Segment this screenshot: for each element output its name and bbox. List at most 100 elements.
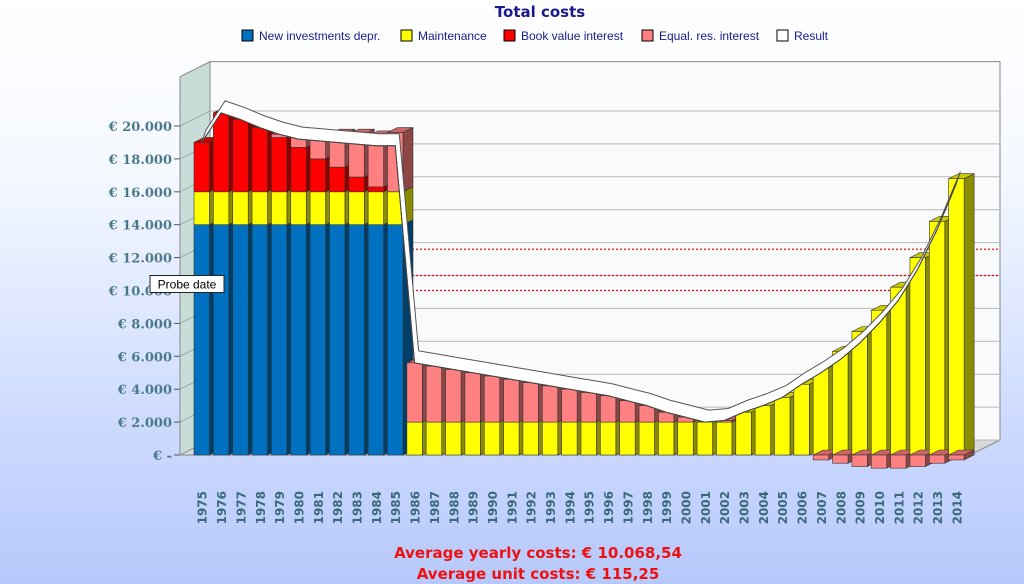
bar-segment-front xyxy=(387,224,404,456)
bar-segment-front xyxy=(329,191,346,226)
bar-segment-front xyxy=(793,383,810,456)
probe-date-label: Probe date xyxy=(149,275,225,293)
bar-segment-front xyxy=(309,191,326,226)
bar-segment-negative-front xyxy=(870,454,888,469)
bar-segment-front xyxy=(309,158,326,193)
average-yearly-costs: Average yearly costs: € 10.068,54 xyxy=(394,544,682,562)
bar-segment-front xyxy=(483,375,501,423)
bar-segment-front xyxy=(735,411,752,456)
bar-segment-front xyxy=(348,191,365,226)
bar-segment-front xyxy=(522,421,539,456)
bar-segment-front xyxy=(425,421,442,456)
x-tick-label: 2013 xyxy=(931,491,945,524)
x-tick-label: 1995 xyxy=(583,491,597,524)
bar-segment-front xyxy=(658,421,675,456)
bar-segment-front xyxy=(600,395,617,423)
bar-segment-front xyxy=(367,224,384,456)
bar-segment-front xyxy=(251,191,268,226)
bar-segment-front xyxy=(406,362,423,423)
y-tick-label: € - xyxy=(152,449,172,464)
bar-segment-front xyxy=(619,400,636,423)
bar-segment-front xyxy=(348,176,365,193)
bar-segment-front xyxy=(561,421,578,456)
bar-segment-front xyxy=(638,421,655,456)
legend-label: New investments depr. xyxy=(259,29,380,43)
bar-segment-front xyxy=(774,397,791,456)
bar-segment-side xyxy=(402,127,414,193)
x-tick-label: 1989 xyxy=(467,491,481,524)
bar-segment-side xyxy=(963,173,975,456)
bar-segment-front xyxy=(522,382,539,423)
bar-segment-front xyxy=(580,421,597,456)
bar-segment-front xyxy=(329,166,346,193)
y-tick-label: € 18.000 xyxy=(108,153,172,168)
legend-swatch xyxy=(241,29,254,42)
bar-segment-front xyxy=(870,309,888,456)
y-tick-label: € 14.000 xyxy=(108,219,172,234)
x-tick-label: 2005 xyxy=(776,491,790,524)
x-tick-label: 2012 xyxy=(912,491,926,524)
legend-label: Equal. res. interest xyxy=(659,29,760,43)
x-tick-label: 2002 xyxy=(718,491,732,524)
bar-segment-front xyxy=(483,421,501,456)
bar-segment-front xyxy=(406,421,423,456)
x-tick-label: 2010 xyxy=(873,491,887,524)
legend-swatch xyxy=(776,29,789,42)
probe-date-box xyxy=(149,275,225,293)
bar-segment-front xyxy=(716,421,733,456)
bar-segment-negative-front xyxy=(890,454,907,469)
x-tick-label: 2008 xyxy=(834,491,848,524)
y-tick-label: € 8.000 xyxy=(117,317,172,332)
x-tick-label: 1998 xyxy=(641,491,655,524)
bar-segment-front xyxy=(851,331,868,456)
bar-segment-front xyxy=(290,191,307,226)
chart-legend: New investments depr. Maintenance Book val… xyxy=(241,29,829,43)
bar-segment-front xyxy=(232,191,249,226)
bar-segment-front xyxy=(600,421,617,456)
x-tick-label: 2011 xyxy=(892,491,906,524)
bar-segment-front xyxy=(213,112,230,193)
bar-segment-front xyxy=(677,421,694,456)
x-tick-label: 2003 xyxy=(738,491,752,524)
x-tick-label: 1997 xyxy=(621,491,635,524)
x-tick-label: 1993 xyxy=(544,491,558,524)
x-tick-label: 1977 xyxy=(234,491,248,524)
bar-segment-front xyxy=(541,421,559,456)
average-unit-costs: Average unit costs: € 115,25 xyxy=(417,565,660,583)
bar-segment-negative-front xyxy=(812,454,829,461)
bar-segment-front xyxy=(309,224,326,456)
x-tick-label: 2004 xyxy=(757,491,771,524)
x-tick-label: 1988 xyxy=(447,491,461,524)
probe-date-text: Probe date xyxy=(158,278,217,292)
x-tick-label: 2001 xyxy=(699,491,713,524)
x-tick-label: 2014 xyxy=(950,491,964,524)
x-tick-label: 2000 xyxy=(679,491,693,524)
bar-segment-front xyxy=(193,191,210,226)
chart-title: Total costs xyxy=(495,3,585,21)
bar-segment-front xyxy=(619,421,636,456)
bar-segment-front xyxy=(754,405,771,456)
bar-segment-negative-front xyxy=(928,454,946,464)
x-tick-label: 1987 xyxy=(428,491,442,524)
gridline-side xyxy=(179,110,211,127)
x-tick-label: 1986 xyxy=(409,491,423,524)
x-tick-label: 1978 xyxy=(254,491,268,524)
bar-segment-front xyxy=(928,221,946,456)
bar-segment-front xyxy=(290,224,307,456)
x-tick-label: 2006 xyxy=(796,491,810,524)
x-tick-label: 1981 xyxy=(312,491,326,524)
x-tick-label: 1976 xyxy=(215,491,229,524)
x-tick-label: 1983 xyxy=(351,491,365,524)
legend-swatch xyxy=(641,29,654,42)
y-tick-label: € 12.000 xyxy=(108,252,172,267)
x-tick-label: 1996 xyxy=(602,491,616,524)
y-tick-label: € 4.000 xyxy=(117,383,172,398)
x-tick-label: 1975 xyxy=(196,491,210,524)
bar-segment-front xyxy=(503,379,520,423)
bar-segment-front xyxy=(251,127,268,193)
bar-segment-negative-front xyxy=(948,454,965,461)
bar-segment-front xyxy=(271,137,288,193)
bar-segment-negative-front xyxy=(832,454,849,464)
bar-segment-front xyxy=(251,224,268,456)
